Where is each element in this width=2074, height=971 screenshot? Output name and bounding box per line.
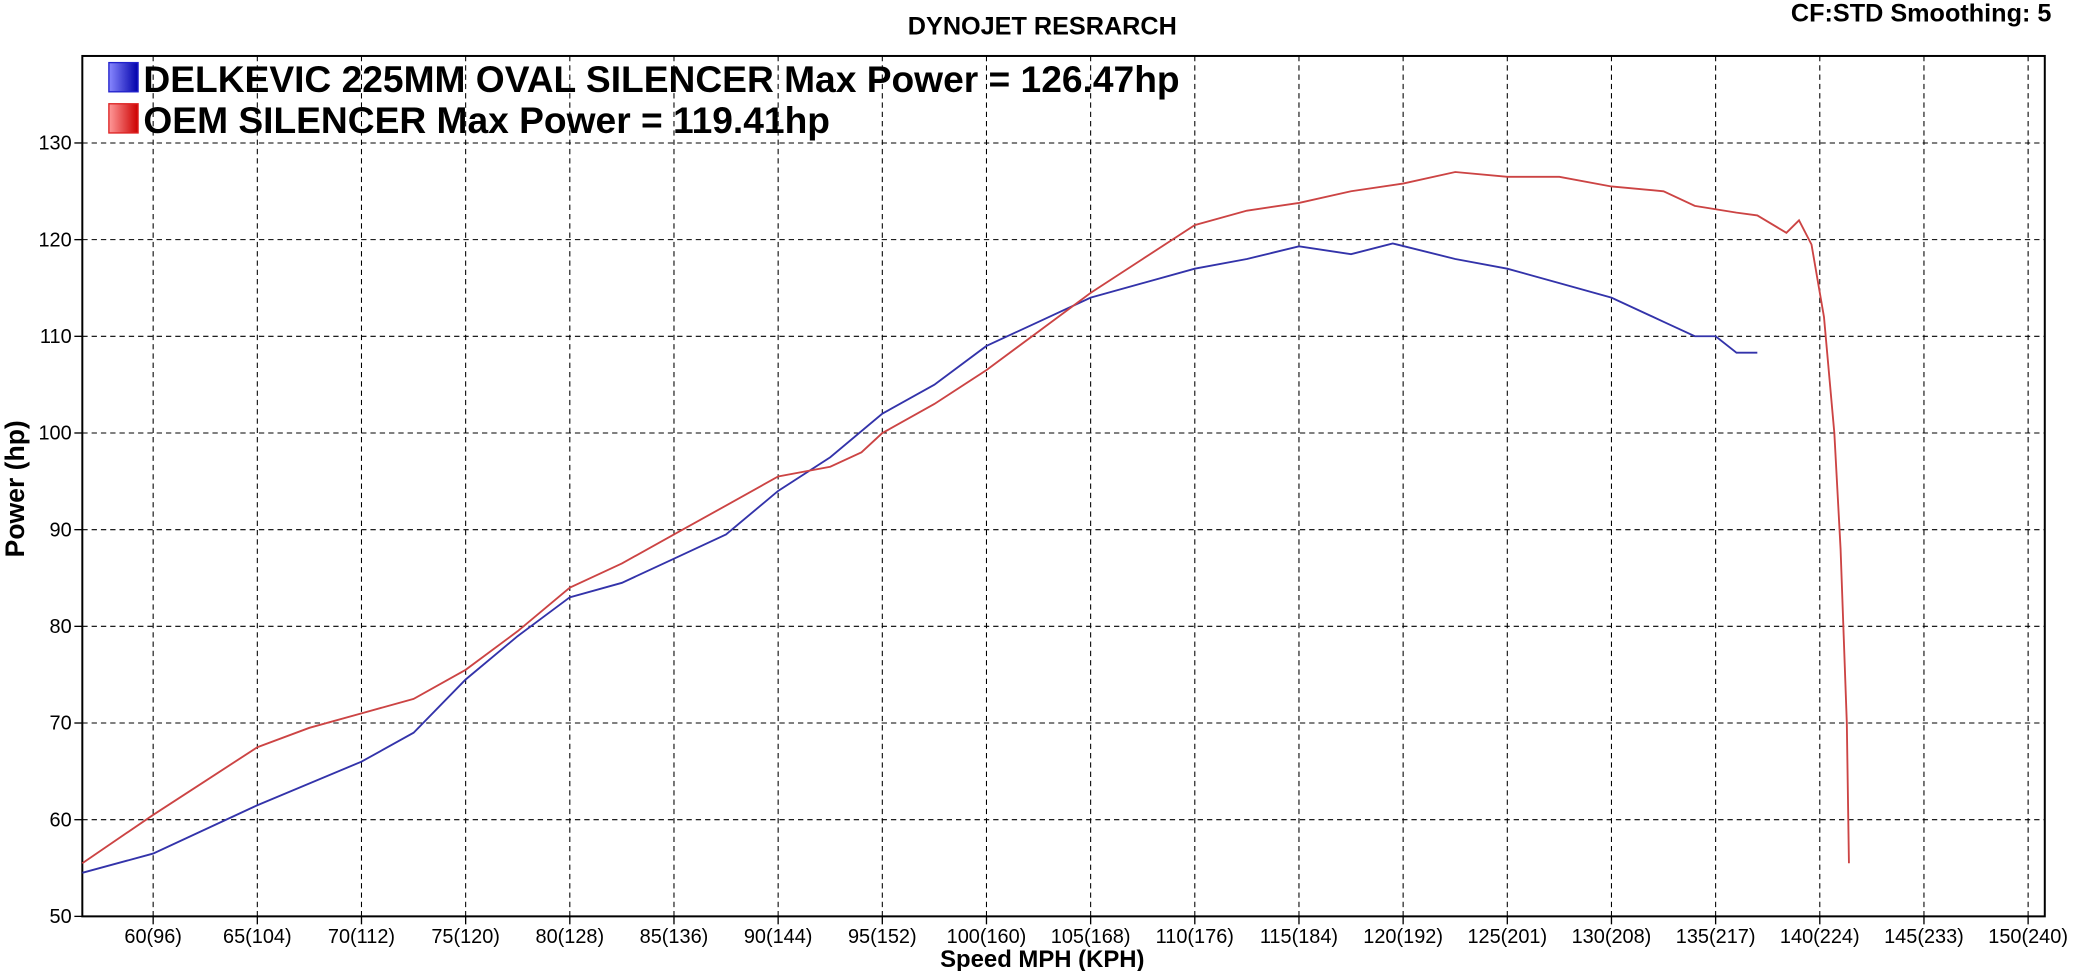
x-tick-label: 60(96) xyxy=(124,926,182,948)
x-tick-label: 70(112) xyxy=(328,926,395,948)
y-axis-label: Power (hp) xyxy=(0,420,30,557)
x-tick-label: 140(224) xyxy=(1780,926,1860,948)
y-tick-label: 130 xyxy=(38,133,71,155)
legend-swatch xyxy=(108,103,139,134)
legend-entry: DELKEVIC 225MM OVAL SILENCER Max Power =… xyxy=(143,58,1179,100)
y-tick-label: 90 xyxy=(50,519,72,541)
x-tick-label: 135(217) xyxy=(1676,926,1756,948)
y-tick-label: 100 xyxy=(38,423,71,445)
x-tick-label: 145(233) xyxy=(1884,926,1964,948)
x-tick-label: 75(120) xyxy=(431,926,500,948)
x-tick-label: 130(208) xyxy=(1572,926,1652,948)
x-tick-label: 110(176) xyxy=(1156,926,1234,948)
x-tick-label: 65(104) xyxy=(223,926,292,948)
x-tick-label: 150(240) xyxy=(1988,926,2068,948)
legend-entry: OEM SILENCER Max Power = 119.41hp xyxy=(143,99,830,141)
y-tick-label: 80 xyxy=(50,616,72,638)
x-tick-label: 85(136) xyxy=(640,926,709,948)
x-tick-label: 115(184) xyxy=(1260,926,1338,948)
x-tick-label: 80(128) xyxy=(536,926,605,948)
chart-title: DYNOJET RESRARCH xyxy=(908,13,1177,41)
x-tick-label: 105(168) xyxy=(1051,926,1131,948)
x-tick-label: 95(152) xyxy=(848,926,917,948)
data-line xyxy=(82,242,1758,874)
y-tick-label: 60 xyxy=(50,809,72,831)
data-line xyxy=(81,171,1850,865)
x-tick-label: 90(144) xyxy=(744,926,813,948)
y-tick-label: 110 xyxy=(40,326,72,348)
x-tick-label: 120(192) xyxy=(1363,926,1443,948)
x-axis-label: Speed MPH (KPH) xyxy=(940,946,1144,971)
y-tick-label: 50 xyxy=(50,906,72,928)
y-tick-label: 120 xyxy=(38,229,71,251)
x-tick-label: 100(160) xyxy=(947,926,1027,948)
x-tick-label: 125(201) xyxy=(1467,926,1547,948)
plot-frame xyxy=(81,54,2046,918)
chart-subtitle: CF:STD Smoothing: 5 xyxy=(1791,0,2052,27)
legend-swatch xyxy=(108,61,139,93)
y-tick-label: 70 xyxy=(50,713,72,735)
